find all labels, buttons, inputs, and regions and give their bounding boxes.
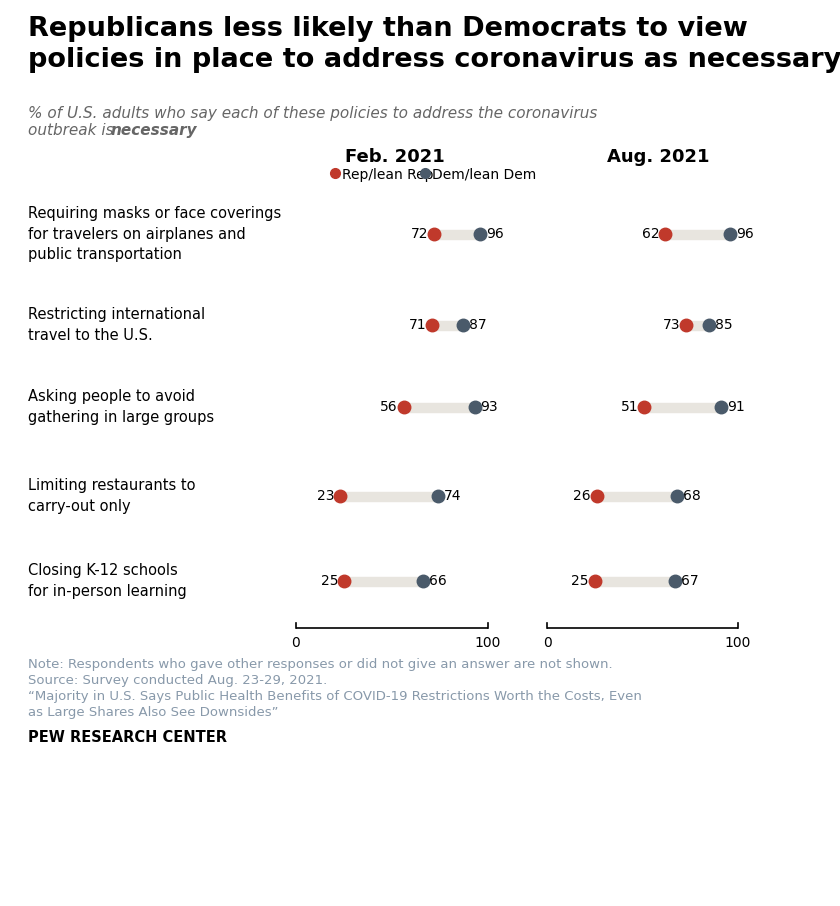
Text: % of U.S. adults who say each of these policies to address the coronavirus: % of U.S. adults who say each of these p… <box>28 106 597 121</box>
Bar <box>434 229 480 238</box>
Bar <box>686 321 709 330</box>
Text: Source: Survey conducted Aug. 23-29, 2021.: Source: Survey conducted Aug. 23-29, 202… <box>28 674 328 687</box>
Text: 85: 85 <box>716 318 733 332</box>
Text: 0: 0 <box>291 636 301 650</box>
Text: 96: 96 <box>486 227 504 241</box>
Bar <box>403 402 475 411</box>
Text: 73: 73 <box>663 318 680 332</box>
Text: Feb. 2021: Feb. 2021 <box>345 148 445 166</box>
Text: 23: 23 <box>317 489 334 503</box>
Bar <box>665 229 730 238</box>
Text: 0: 0 <box>543 636 551 650</box>
Text: Restricting international
travel to the U.S.: Restricting international travel to the … <box>28 307 205 342</box>
Text: Republicans less likely than Democrats to view
policies in place to address coro: Republicans less likely than Democrats t… <box>28 16 840 73</box>
Text: Limiting restaurants to
carry-out only: Limiting restaurants to carry-out only <box>28 478 196 514</box>
Bar <box>644 402 721 411</box>
Text: Requiring masks or face coverings
for travelers on airplanes and
public transpor: Requiring masks or face coverings for tr… <box>28 206 281 262</box>
Text: 74: 74 <box>444 489 462 503</box>
Text: 93: 93 <box>480 400 498 414</box>
Text: “Majority in U.S. Says Public Health Benefits of COVID-19 Restrictions Worth the: “Majority in U.S. Says Public Health Ben… <box>28 690 642 703</box>
Text: 72: 72 <box>411 227 428 241</box>
Bar <box>344 576 423 585</box>
Text: Asking people to avoid
gathering in large groups: Asking people to avoid gathering in larg… <box>28 390 214 425</box>
Text: Aug. 2021: Aug. 2021 <box>606 148 709 166</box>
Text: as Large Shares Also See Downsides”: as Large Shares Also See Downsides” <box>28 706 279 719</box>
Text: outbreak is: outbreak is <box>28 123 118 138</box>
Bar <box>433 321 463 330</box>
Text: 96: 96 <box>737 227 754 241</box>
Text: Closing K-12 schools
for in-person learning: Closing K-12 schools for in-person learn… <box>28 564 186 599</box>
Text: 25: 25 <box>571 574 589 588</box>
Text: 100: 100 <box>725 636 751 650</box>
Text: 26: 26 <box>573 489 591 503</box>
Bar <box>596 491 677 500</box>
Text: 100: 100 <box>475 636 501 650</box>
Text: 66: 66 <box>428 574 447 588</box>
Text: 87: 87 <box>469 318 486 332</box>
Text: Note: Respondents who gave other responses or did not give an answer are not sho: Note: Respondents who gave other respons… <box>28 658 612 671</box>
Text: 91: 91 <box>727 400 744 414</box>
Text: 51: 51 <box>621 400 638 414</box>
Text: 68: 68 <box>683 489 701 503</box>
Text: 71: 71 <box>409 318 427 332</box>
Text: Rep/lean Rep: Rep/lean Rep <box>342 168 433 182</box>
Text: 67: 67 <box>681 574 699 588</box>
Bar <box>340 491 438 500</box>
Text: 62: 62 <box>642 227 659 241</box>
Text: 25: 25 <box>321 574 338 588</box>
Text: Dem/lean Dem: Dem/lean Dem <box>432 168 536 182</box>
Bar <box>595 576 675 585</box>
Text: PEW RESEARCH CENTER: PEW RESEARCH CENTER <box>28 730 227 745</box>
Text: necessary: necessary <box>111 123 197 138</box>
Text: 56: 56 <box>380 400 397 414</box>
